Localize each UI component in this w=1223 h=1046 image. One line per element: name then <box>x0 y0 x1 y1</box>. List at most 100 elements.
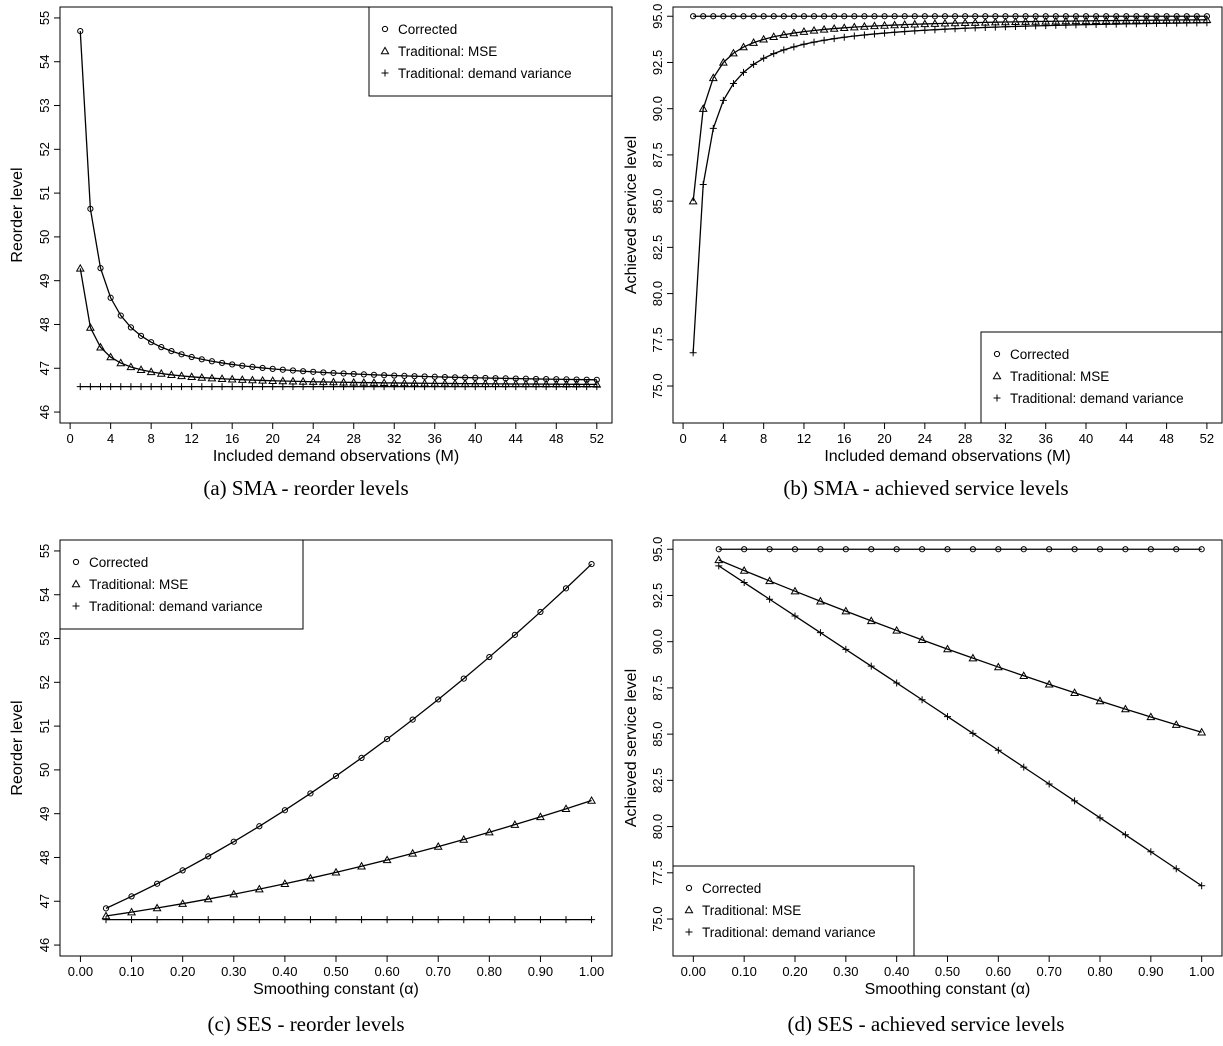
x-tick-label: 0.20 <box>170 964 195 979</box>
data-point <box>561 804 571 813</box>
data-point <box>85 322 95 331</box>
series-triangle <box>75 263 602 388</box>
data-point <box>740 68 748 76</box>
data-point <box>1042 13 1049 20</box>
data-point <box>1062 13 1069 20</box>
x-tick-label: 20 <box>265 431 279 446</box>
legend-marker <box>684 905 694 914</box>
data-point <box>532 383 540 391</box>
data-point <box>1001 23 1009 31</box>
data-point <box>460 916 468 924</box>
data-point <box>1183 13 1190 20</box>
legend-label: Corrected <box>398 22 457 37</box>
data-point <box>1123 13 1130 20</box>
x-tick-label: 28 <box>958 431 972 446</box>
x-tick-label: 48 <box>1159 431 1173 446</box>
data-point <box>370 383 378 391</box>
data-point <box>543 375 550 383</box>
series-line <box>105 563 593 909</box>
legend: Corrected Traditional: MSE Traditional: de… <box>672 865 915 957</box>
data-point <box>791 612 799 620</box>
series-plus <box>689 19 1211 357</box>
data-point <box>690 13 697 20</box>
legend-label: Traditional: MSE <box>398 44 497 59</box>
data-point <box>741 546 748 553</box>
data-point <box>931 26 939 34</box>
data-point <box>522 383 530 391</box>
data-point <box>1142 20 1150 28</box>
series-plus <box>715 562 1206 890</box>
data-point <box>1172 865 1180 873</box>
data-point <box>167 383 175 391</box>
data-point <box>400 383 408 391</box>
y-tick-label: 80.0 <box>650 814 665 839</box>
data-point <box>75 263 85 272</box>
legend-marker <box>71 579 81 588</box>
data-point <box>765 576 775 585</box>
data-point <box>831 13 838 20</box>
data-point <box>1082 21 1090 29</box>
data-point <box>203 894 213 903</box>
data-point <box>434 916 442 924</box>
panel-caption: (b) SMA - achieved service levels <box>783 476 1068 500</box>
data-point <box>993 662 1003 671</box>
data-point <box>809 25 819 34</box>
data-point <box>197 372 207 381</box>
data-point <box>76 383 84 391</box>
y-tick-label: 55 <box>37 11 52 25</box>
data-point <box>146 367 156 376</box>
data-point <box>1020 546 1027 553</box>
data-point <box>340 370 347 377</box>
plot-area-frame <box>59 6 613 424</box>
data-point <box>208 383 216 391</box>
data-point <box>1044 679 1054 688</box>
data-point <box>921 13 928 20</box>
data-point <box>154 880 161 887</box>
data-point <box>779 30 789 38</box>
data-point <box>305 873 315 882</box>
data-point <box>951 25 959 33</box>
legend-frame <box>59 539 304 630</box>
data-point <box>1163 13 1170 20</box>
data-point <box>910 19 920 28</box>
legend-marker <box>380 46 390 55</box>
data-point <box>127 324 134 331</box>
y-tick-label: 85.0 <box>650 188 665 213</box>
data-point <box>1173 13 1180 20</box>
data-point <box>360 371 367 378</box>
data-point <box>1171 720 1181 728</box>
data-point <box>1071 797 1079 805</box>
data-point <box>128 916 136 924</box>
x-axis-label: Smoothing constant (α) <box>253 981 419 998</box>
data-point <box>382 855 392 864</box>
data-point <box>1147 848 1155 856</box>
y-tick-label: 80.0 <box>650 281 665 306</box>
data-point <box>117 312 124 319</box>
data-point <box>380 383 388 391</box>
data-point <box>360 383 368 391</box>
data-point <box>358 754 365 762</box>
data-point <box>944 546 951 553</box>
data-point <box>766 595 774 603</box>
data-point <box>1173 19 1181 27</box>
data-point <box>759 34 769 43</box>
panel-caption: (d) SES - achieved service levels <box>788 1012 1065 1036</box>
data-point <box>484 827 494 836</box>
data-point <box>1012 22 1019 30</box>
y-tick-label: 82.5 <box>650 768 665 793</box>
legend-label: Traditional: MSE <box>702 903 801 918</box>
data-point <box>460 675 467 682</box>
data-point <box>147 383 155 391</box>
data-point <box>969 729 977 737</box>
data-point <box>238 383 246 391</box>
data-point <box>535 812 545 821</box>
data-point <box>870 30 878 38</box>
data-point <box>158 344 165 351</box>
x-tick-label: 0.30 <box>221 964 246 979</box>
data-point <box>532 375 540 383</box>
legend-label: Corrected <box>702 881 761 896</box>
plot-area-frame <box>672 6 1223 424</box>
data-point <box>840 33 848 41</box>
chart-panel-1: 0 4 8 12 16 20 24 28 32 36 40 44 48 52464748495051525… <box>9 6 613 500</box>
data-point <box>880 20 890 29</box>
